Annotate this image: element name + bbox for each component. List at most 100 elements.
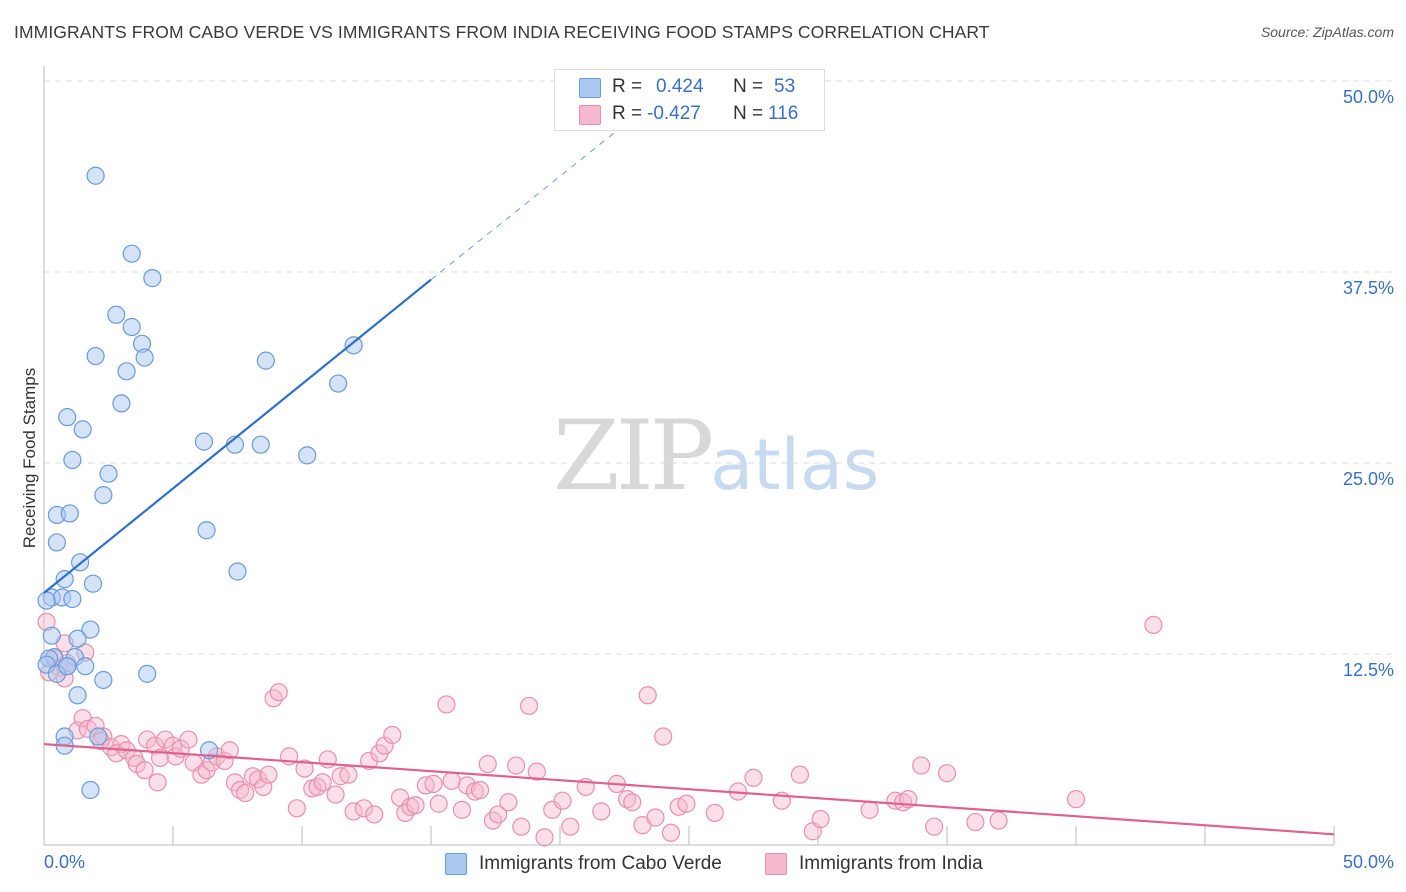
legend-n-label: N =	[733, 103, 764, 124]
bottom-legend-swatch-pink	[765, 853, 787, 875]
cabo-verde-point	[251, 435, 270, 454]
cabo-verde-point	[143, 269, 162, 288]
india-point	[705, 803, 724, 823]
india-point	[989, 811, 1008, 830]
cabo-verde-points	[37, 166, 363, 800]
india-point	[543, 800, 562, 819]
india-point	[488, 805, 508, 824]
india-point	[677, 794, 696, 813]
india-point	[344, 802, 363, 821]
legend-n-label: N =	[733, 76, 764, 97]
cabo-verde-point	[107, 305, 126, 324]
india-point	[230, 780, 250, 800]
cabo-verde-point	[76, 657, 95, 676]
chart-source: Source: ZipAtlas.com	[1260, 24, 1394, 40]
y-tick-label-25: 25.0%	[1342, 469, 1394, 489]
india-point	[365, 805, 384, 824]
cabo-verde-point	[256, 351, 275, 370]
cabo-verde-point	[81, 780, 100, 800]
india-point	[553, 791, 572, 810]
india-point	[617, 790, 637, 809]
trend-layer	[43, 103, 1335, 836]
india-point	[416, 776, 435, 795]
india-point	[179, 730, 198, 749]
india-point	[354, 799, 374, 818]
cabo-verde-point	[135, 348, 154, 367]
legend-r-label: R =	[612, 76, 643, 97]
india-point	[912, 756, 931, 775]
legend-row-india: R = -0.427 N = 116	[555, 101, 824, 127]
cabo-verde-point	[55, 570, 74, 589]
cabo-verde-point	[197, 521, 216, 540]
legend-n-value: 53	[774, 76, 796, 97]
bottom-legend-cabo-verde: Immigrants from Cabo Verde	[445, 851, 722, 877]
axis-layer	[43, 66, 1335, 846]
india-point	[442, 771, 461, 790]
cabo-verde-point	[37, 591, 56, 610]
india-point	[148, 773, 167, 792]
cabo-verde-point	[63, 450, 82, 470]
chart-title: IMMIGRANTS FROM CABO VERDE VS IMMIGRANTS…	[14, 22, 990, 42]
legend-swatch-blue	[579, 78, 601, 98]
cabo-verde-point	[194, 432, 214, 451]
y-tick-label-50: 50.0%	[1342, 87, 1394, 107]
cabo-verde-point	[89, 727, 108, 746]
cabo-verde-point	[112, 394, 131, 413]
india-point	[527, 762, 546, 781]
india-point	[269, 683, 288, 702]
cabo-verde-trendline	[43, 278, 432, 594]
india-point	[331, 767, 350, 786]
india-point	[937, 764, 957, 783]
cabo-verde-point	[228, 562, 247, 581]
india-trendline	[43, 743, 1335, 836]
india-point	[1066, 790, 1086, 809]
y-tick-label-12-5: 12.5%	[1342, 660, 1394, 680]
bottom-legend-swatch-blue	[445, 853, 467, 875]
x-tick-label-0: 0.0%	[44, 852, 86, 872]
india-point	[966, 812, 985, 832]
india-point	[236, 783, 255, 803]
cabo-verde-point	[329, 374, 348, 393]
cabo-verde-point	[58, 657, 77, 676]
cabo-verde-point	[86, 346, 105, 366]
india-point	[744, 768, 763, 787]
india-point	[339, 765, 358, 784]
india-point	[1144, 615, 1163, 635]
y-axis-label: Receiving Food Stamps	[20, 367, 39, 549]
india-point	[135, 761, 154, 780]
cabo-verde-point	[122, 244, 141, 263]
india-point	[313, 773, 332, 792]
cabo-verde-point	[298, 446, 317, 465]
bottom-legend-india: Immigrants from India	[765, 851, 983, 877]
cabo-verde-point	[68, 629, 87, 648]
india-point	[860, 800, 879, 819]
cabo-verde-point	[86, 166, 105, 185]
india-point	[406, 796, 425, 815]
legend-r-value: 0.424	[656, 76, 704, 97]
india-point	[654, 727, 673, 746]
india-point	[478, 754, 497, 774]
india-point	[623, 793, 642, 812]
cabo-verde-point	[99, 464, 118, 483]
india-point	[383, 725, 402, 745]
cabo-verde-point	[122, 317, 141, 337]
india-point	[359, 751, 379, 771]
india-point	[259, 765, 278, 784]
india-point	[561, 817, 580, 836]
legend-swatch-pink	[579, 105, 601, 125]
india-point	[507, 756, 526, 775]
legend-r-value: -0.427	[647, 103, 701, 124]
cabo-verde-point	[60, 504, 79, 523]
grid-layer	[44, 80, 1392, 655]
india-point	[535, 828, 554, 847]
cabo-verde-point	[47, 533, 67, 552]
legend: R = 0.424 N = 53 R = -0.427 N = 116	[554, 69, 825, 131]
cabo-verde-point	[94, 485, 113, 505]
cabo-verde-point	[138, 664, 157, 683]
cabo-verde-point	[117, 362, 136, 381]
india-point	[452, 800, 472, 819]
india-point	[429, 794, 448, 813]
cabo-verde-point	[83, 574, 103, 593]
india-point	[592, 802, 611, 821]
